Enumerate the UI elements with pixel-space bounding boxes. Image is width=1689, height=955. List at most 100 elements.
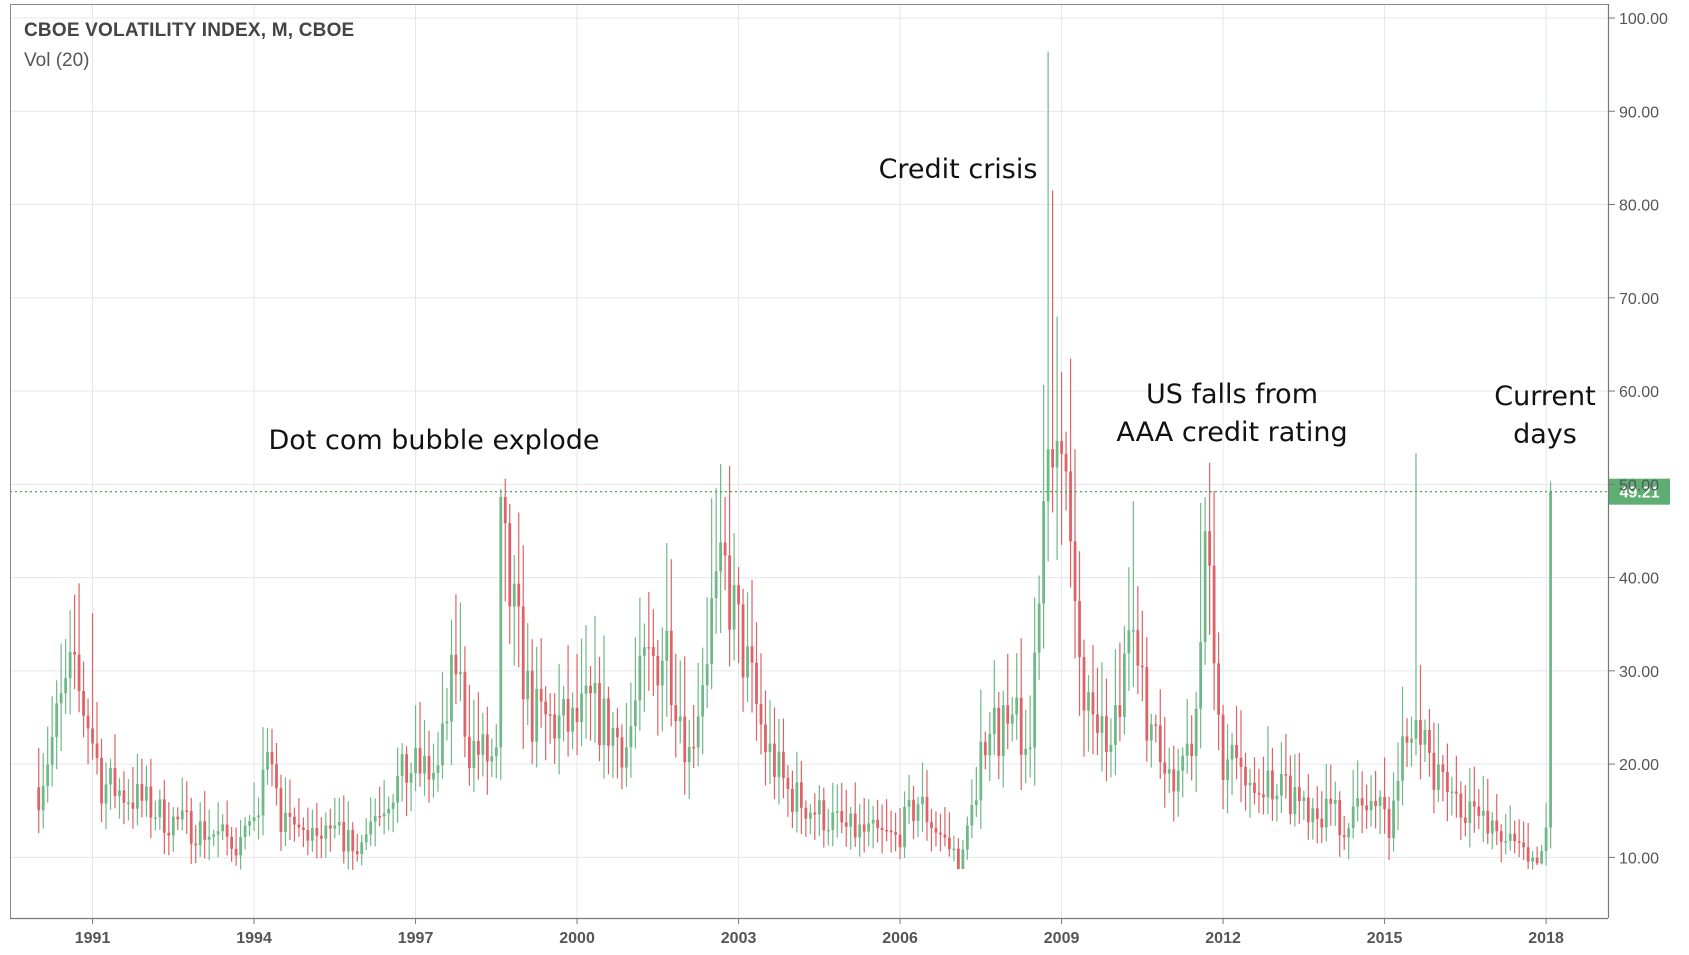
chart-title: CBOE VOLATILITY INDEX, M, CBOE xyxy=(24,20,355,41)
candle-body xyxy=(817,800,821,815)
candle-body xyxy=(432,772,435,780)
candle-body xyxy=(1019,697,1023,755)
candle-body xyxy=(858,824,862,838)
candle-body xyxy=(1508,833,1512,842)
candle-body xyxy=(692,746,696,749)
candle-body xyxy=(948,837,951,850)
candle-body xyxy=(436,765,440,773)
candle-body xyxy=(526,670,530,700)
candle-body xyxy=(880,827,884,831)
candle-body xyxy=(907,799,911,807)
candle-body xyxy=(1486,810,1490,834)
candle-body xyxy=(885,830,889,832)
candle-body xyxy=(1037,603,1041,653)
candle-body xyxy=(1033,652,1037,748)
plot-background xyxy=(10,4,1608,918)
candle-body xyxy=(678,716,682,722)
candle-body xyxy=(1257,792,1261,795)
candle-body xyxy=(656,656,660,686)
candle-body xyxy=(728,555,731,630)
candle-body xyxy=(701,685,705,717)
candle-body xyxy=(180,810,184,820)
candle-body xyxy=(970,805,974,826)
candle-body xyxy=(1105,716,1108,752)
candle-body xyxy=(306,830,310,841)
candle-body xyxy=(1131,630,1135,632)
candle-body xyxy=(1042,501,1046,604)
candle-body xyxy=(1203,531,1207,643)
candle-body xyxy=(1288,775,1292,815)
candle-body xyxy=(284,812,287,833)
candle-body xyxy=(1060,440,1063,454)
candle-body xyxy=(302,827,305,831)
candle-body xyxy=(1208,531,1212,566)
candle-body xyxy=(755,662,758,704)
candle-body xyxy=(1423,729,1427,745)
x-tick-label: 2000 xyxy=(559,930,595,947)
candle-body xyxy=(620,737,624,768)
candle-body xyxy=(1365,805,1369,811)
candle-body xyxy=(1477,806,1481,816)
candle-body xyxy=(1055,440,1059,468)
candle-body xyxy=(584,685,588,694)
candle-body xyxy=(288,812,292,817)
candle-body xyxy=(508,523,512,607)
candle-body xyxy=(1392,800,1395,839)
candle-body xyxy=(544,701,548,715)
candle-body xyxy=(939,832,942,835)
candle-body xyxy=(651,647,655,657)
candle-body xyxy=(1410,738,1413,743)
candle-body xyxy=(55,703,59,737)
candle-body xyxy=(194,843,198,846)
candle-body xyxy=(638,655,642,701)
candle-body xyxy=(64,678,68,694)
candle-body xyxy=(598,682,601,746)
candle-body xyxy=(171,816,175,836)
candle-body xyxy=(773,743,776,777)
candle-body xyxy=(988,733,992,756)
candle-body xyxy=(373,816,377,822)
candle-body xyxy=(1163,762,1167,774)
candle-body xyxy=(1145,667,1149,741)
candle-body xyxy=(1446,771,1449,792)
candle-body xyxy=(1001,705,1005,756)
candle-body xyxy=(1217,663,1220,715)
candle-body xyxy=(198,821,202,846)
candle-body xyxy=(1154,724,1158,726)
candle-body xyxy=(1324,798,1328,828)
y-tick-label: 20.00 xyxy=(1619,757,1659,774)
x-tick-label: 2012 xyxy=(1205,930,1241,947)
candle-body xyxy=(625,747,628,768)
candle-body xyxy=(91,728,94,744)
candle-body xyxy=(68,651,72,679)
candle-body xyxy=(364,834,368,843)
candle-body xyxy=(86,715,90,729)
candle-body xyxy=(674,705,678,722)
candle-body xyxy=(835,811,839,813)
candle-body xyxy=(629,726,633,748)
candle-body xyxy=(669,630,673,706)
candle-body xyxy=(696,716,700,748)
candle-body xyxy=(1351,806,1355,829)
candle-body xyxy=(705,664,709,686)
candle-body xyxy=(109,768,112,785)
candle-body xyxy=(1401,736,1404,781)
candle-body xyxy=(1549,491,1552,828)
candle-body xyxy=(1333,800,1337,804)
candle-body xyxy=(1078,601,1081,658)
candle-body xyxy=(777,751,781,777)
y-tick-label: 50.00 xyxy=(1619,477,1659,494)
y-tick-label: 70.00 xyxy=(1619,291,1659,308)
candle-body xyxy=(396,775,400,803)
candle-body xyxy=(912,799,915,821)
candle-body xyxy=(580,693,583,723)
candle-body xyxy=(1212,565,1216,664)
candle-body xyxy=(849,813,853,827)
candle-body xyxy=(131,802,135,809)
candle-body xyxy=(1114,705,1117,745)
annotation-text: days xyxy=(1513,419,1577,450)
annotation-text: US falls from xyxy=(1146,379,1318,410)
candle-body xyxy=(1297,787,1301,802)
